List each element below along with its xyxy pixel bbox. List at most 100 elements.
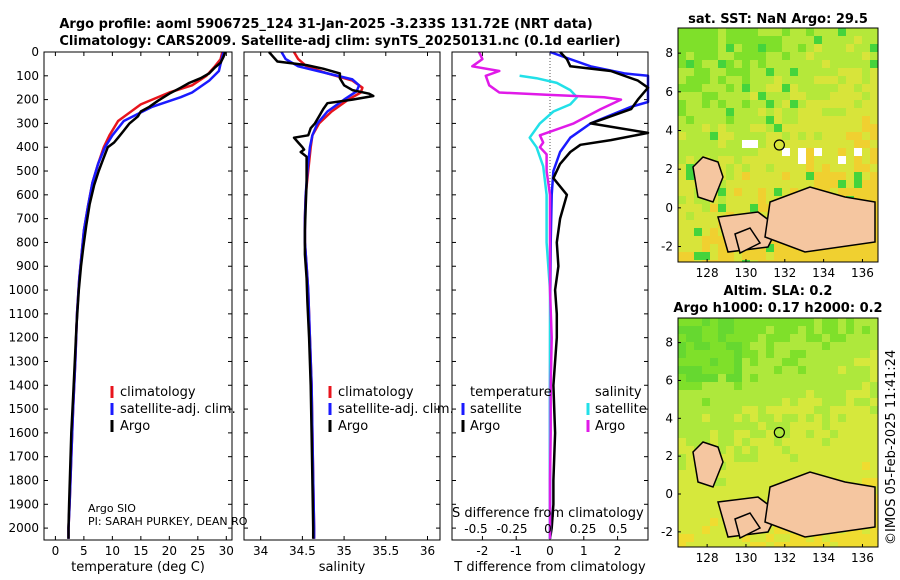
map-cell [750, 374, 758, 382]
legend-label-satellite: satellite-adj. clim. [120, 402, 236, 417]
map-cell [694, 212, 702, 220]
map-cell [798, 414, 806, 422]
map-cell [702, 116, 710, 124]
map-cell [862, 398, 870, 406]
map-cell [686, 350, 694, 358]
map-cell [678, 462, 686, 470]
map-cell [854, 430, 862, 438]
map-cell [702, 76, 710, 84]
map-cell [814, 318, 822, 326]
map-cell [798, 76, 806, 84]
map-cell [774, 422, 782, 430]
map-cell [694, 260, 702, 262]
map-cell [718, 438, 726, 446]
map-cell [838, 148, 846, 156]
map-cell [798, 68, 806, 76]
map-cell [726, 60, 734, 68]
map-cell [862, 124, 870, 132]
map-cell [822, 132, 830, 140]
map-cell [694, 52, 702, 60]
map-cell [726, 438, 734, 446]
map-cell [718, 52, 726, 60]
map-cell [686, 220, 694, 228]
map-cell [798, 438, 806, 446]
map-cell [830, 446, 838, 454]
sst-map: 128 130 132 134 136 -2 0 2 4 6 8 [661, 27, 879, 280]
map-cell [710, 486, 718, 494]
s-difference-tick-label: -0.25 [496, 522, 527, 536]
map-cell [718, 406, 726, 414]
map-cell [718, 92, 726, 100]
map-cell [686, 422, 694, 430]
map-cell [870, 326, 878, 334]
map-cell [702, 326, 710, 334]
map-cell [710, 44, 718, 52]
map-cell [694, 374, 702, 382]
map-cell [798, 382, 806, 390]
x-tick-label: 136 [851, 551, 874, 565]
map-cell [694, 334, 702, 342]
map-cell [702, 220, 710, 228]
map-cell [790, 52, 798, 60]
map-cell [814, 446, 822, 454]
map-cell [678, 108, 686, 116]
map-cell [830, 390, 838, 398]
map-cell [854, 100, 862, 108]
map-cell [782, 100, 790, 108]
legend-label-climatology: climatology [338, 385, 414, 400]
map-cell [790, 398, 798, 406]
land-mass [692, 156, 724, 203]
map-cell [782, 108, 790, 116]
map-cell [678, 116, 686, 124]
map-cell [798, 100, 806, 108]
map-cell [838, 100, 846, 108]
map-cell [814, 326, 822, 334]
map-cell [758, 334, 766, 342]
map-cell [798, 390, 806, 398]
map-cell [862, 430, 870, 438]
map-cell [838, 406, 846, 414]
map-cell [854, 252, 862, 260]
map-cell [806, 124, 814, 132]
map-cell [838, 252, 846, 260]
map-cell [726, 28, 734, 36]
sla-map-title-2: Argo h1000: 0.17 h2000: 0.2 [673, 301, 882, 316]
map-cell [734, 534, 742, 542]
map-cell [790, 438, 798, 446]
map-cell [702, 124, 710, 132]
map-cell [790, 28, 798, 36]
map-cell [830, 252, 838, 260]
map-cell [686, 124, 694, 132]
map-cell [814, 108, 822, 116]
map-cell [750, 76, 758, 84]
map-cell [782, 534, 790, 542]
map-cell [726, 358, 734, 366]
map-cell [806, 108, 814, 116]
map-cell [790, 132, 798, 140]
map-cell [862, 454, 870, 462]
map-cell [846, 260, 854, 262]
series-salinity-argo [471, 51, 623, 539]
map-cell [806, 374, 814, 382]
map-cell [862, 172, 870, 180]
map-cell [734, 414, 742, 422]
map-cell [758, 398, 766, 406]
map-cell [750, 52, 758, 60]
map-cell [830, 44, 838, 52]
map-cell [862, 188, 870, 196]
map-cell [686, 470, 694, 478]
map-cell [782, 382, 790, 390]
map-cell [782, 470, 790, 478]
map-cell [822, 260, 830, 262]
map-cell [822, 414, 830, 422]
map-cell [750, 156, 758, 164]
map-cell [702, 422, 710, 430]
map-cell [766, 350, 774, 358]
map-cell [870, 132, 878, 140]
map-cell [742, 124, 750, 132]
map-cell [830, 172, 838, 180]
map-cell [718, 518, 726, 526]
map-cell [694, 350, 702, 358]
x-tick-label: 1 [580, 544, 588, 558]
map-cell [758, 342, 766, 350]
